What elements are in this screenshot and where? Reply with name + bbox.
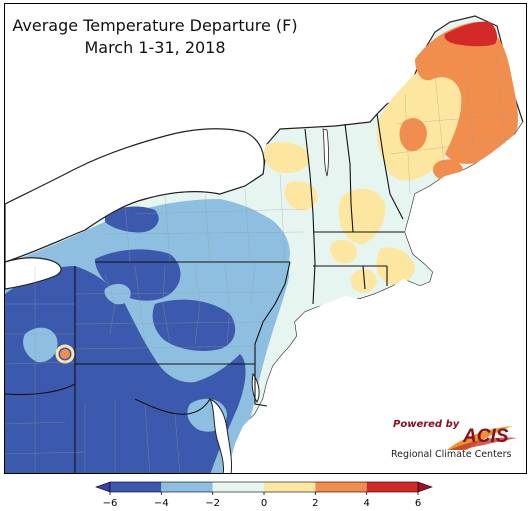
zone-cold-4 (105, 206, 159, 233)
zone-pocket-1 (104, 283, 131, 305)
color-legend: −6 −4 −2 0 2 4 6 (95, 481, 433, 509)
lake-ontario (5, 128, 265, 263)
delaware-bay (251, 372, 260, 403)
county-lines (5, 43, 521, 473)
zone-hot-2 (399, 118, 427, 152)
legend-over-arrow (417, 481, 433, 493)
legend-tick-label: 4 (363, 498, 369, 509)
acis-swoosh-icon (447, 426, 517, 450)
legend-bin (366, 482, 418, 492)
zone-warm-2 (284, 181, 318, 211)
zone-warm-spot (55, 344, 75, 364)
legend-bin (264, 482, 316, 492)
logo-tagline: Regional Climate Centers (391, 449, 512, 460)
lake-champlain (322, 128, 329, 177)
powered-by-text: Powered by (393, 419, 460, 430)
map-title: Average Temperature Departure (F) (12, 16, 298, 35)
map-subtitle: March 1-31, 2018 (84, 38, 226, 57)
chesapeake-bay (208, 397, 232, 473)
zone-very-hot (444, 21, 498, 47)
acis-logo: Powered by ACIS Regional Climate Centers (387, 416, 523, 464)
acis-wordmark: ACIS (463, 426, 509, 447)
atlantic-ocean (225, 122, 526, 473)
zone-warm-5 (330, 239, 357, 264)
zone-warm-4 (376, 247, 415, 285)
zone-warm-1 (263, 142, 310, 174)
zone-hot-1 (415, 22, 518, 164)
temperature-map (5, 15, 526, 473)
legend-tick-label: −6 (103, 498, 118, 509)
legend-bin (212, 482, 264, 492)
map-frame: Average Temperature Departure (F) March … (4, 3, 527, 474)
zone-hot-spot (60, 349, 70, 359)
zone-cold-3 (152, 299, 236, 351)
legend-tick-label: −4 (154, 498, 169, 509)
legend-tick-label: 6 (415, 498, 421, 509)
legend-tick-label: −2 (205, 498, 220, 509)
legend-tick-label: 2 (312, 498, 318, 509)
zone-cold-1 (5, 266, 246, 473)
legend-bin (110, 482, 162, 492)
lake-erie (5, 257, 62, 290)
legend-bin (315, 482, 367, 492)
legend-tick-label: 0 (261, 498, 267, 509)
zone-pocket-2 (23, 327, 58, 363)
zone-warm-3 (338, 188, 386, 244)
legend-bin (161, 482, 213, 492)
state-borders (5, 113, 405, 473)
legend-under-arrow (95, 481, 111, 493)
